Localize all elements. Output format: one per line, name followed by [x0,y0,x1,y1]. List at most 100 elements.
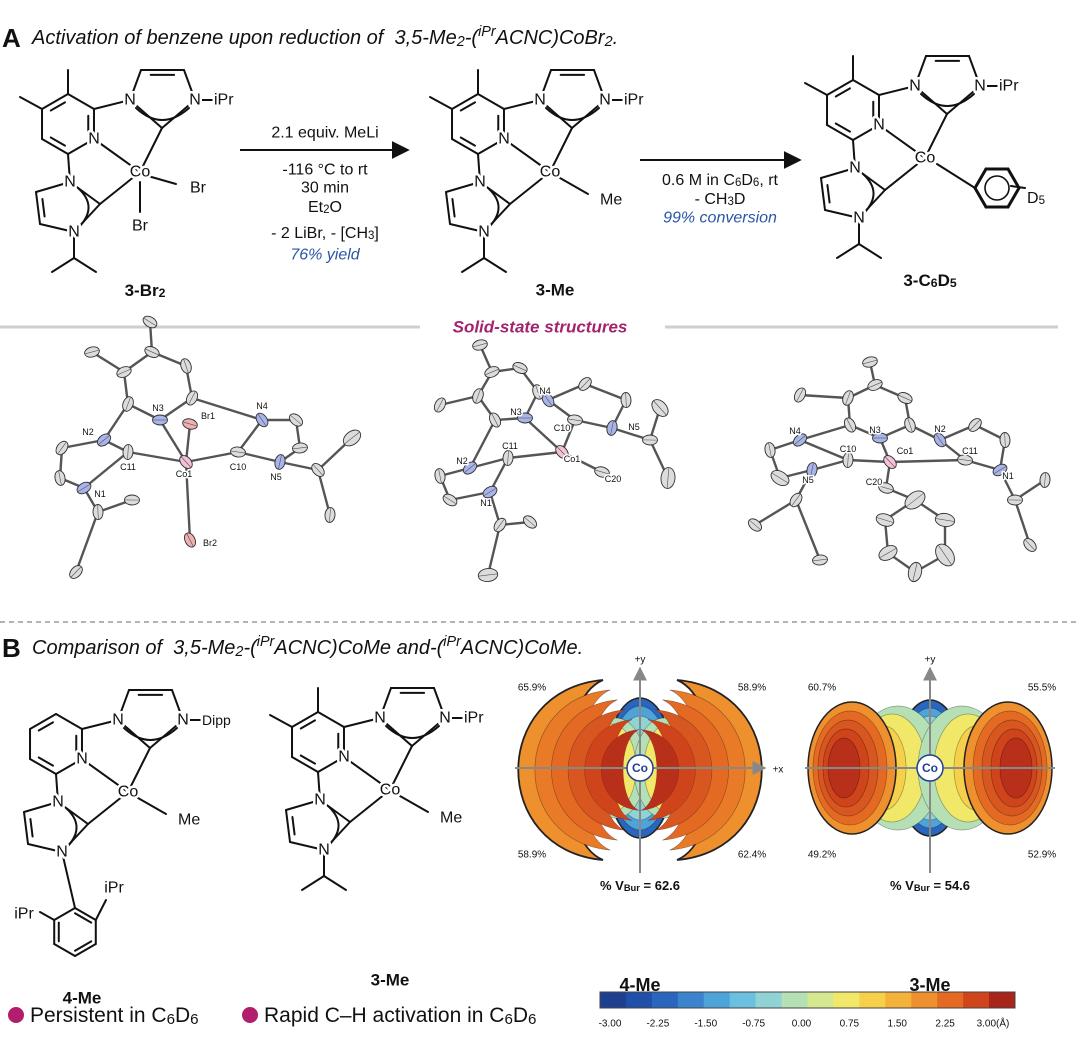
bond [61,851,76,909]
condition-text: Et2O [308,199,342,217]
atom-ellipsoid [862,356,878,368]
quadrant-label: 52.9% [1028,850,1056,861]
bond [39,911,56,921]
bond [799,438,849,462]
ellipsoid-axis [796,388,804,402]
atom-ellipsoid [992,463,1008,477]
bond [502,138,551,173]
atom-ellipsoid [578,377,592,391]
colorbar-segment [703,992,731,1008]
ellipsoid-axis [666,467,670,489]
bond [411,717,446,747]
bond [451,138,479,155]
bond [468,419,497,469]
ellipsoid-axis [535,384,541,400]
condition-text-part: - 2 LiBr, - [CH [271,225,368,242]
atom-ellipsoid [793,387,807,403]
bond [29,758,57,775]
bond [1010,185,1026,189]
bond [342,717,381,728]
panel-title-part: Comparison of 3,5-Me [32,637,235,659]
ellipsoid-axis [57,441,67,455]
bond [539,69,552,101]
bond [83,451,129,489]
metal-center [916,754,944,782]
buried-volume-part: Bur [914,883,930,893]
atom-ellipsoid [843,417,857,433]
compound-name-part: D [938,271,950,290]
structure-drawing [269,687,463,891]
ellipsoid-axis [472,342,488,348]
atom-ellipsoid [84,346,100,358]
bond [477,138,505,155]
ellipsoid-axis [610,420,614,436]
atom-ellipsoid [342,429,362,447]
bond [53,943,76,957]
ellipsoid-axis [292,446,308,450]
bond [94,899,107,921]
ellipsoid-axis [768,442,772,458]
panel-title-part: iPr [257,634,276,650]
ellipsoid-axis [97,435,111,445]
bond [129,69,142,101]
atom-ellipsoid [311,463,325,477]
bond [445,181,481,193]
bond [147,175,177,185]
ellipsoid-axis [771,472,789,484]
bond [477,93,505,110]
bond [936,163,976,189]
atom-label: N3 [152,403,164,413]
ellipsoid-axis [653,400,667,416]
colorbar-tick: 3.00(Å) [977,1017,1010,1030]
bond [127,450,187,464]
ellipsoid-axis [935,518,955,522]
ellipsoid-axis [579,378,591,390]
panel-title-part: iPr [443,634,462,650]
bond [27,843,63,853]
ellipsoid-axis [567,418,583,422]
ellipsoid-axis [183,358,189,374]
colorbar-tick: -3.00 [599,1019,622,1030]
ligand-label: Me [600,192,622,209]
atom-ellipsoid [55,440,69,456]
bond [877,124,926,159]
atom-ellipsoid [842,390,854,406]
atom-label: C20 [866,477,883,487]
bond [459,101,476,112]
contour [640,729,679,811]
condition-text-part: D [741,172,753,189]
ellipsoid-axis [846,418,854,432]
delocalization [135,107,190,121]
compound-name-part: 6 [931,276,938,290]
crystal-structure [433,339,676,583]
bond [319,799,351,823]
substituent-label: iPr [464,710,484,727]
panel-title-part: ACNC)CoBr [495,27,606,49]
bond [158,419,188,463]
delocalization [65,807,78,847]
bond [117,719,151,749]
bond [92,138,141,173]
metal-center [626,754,654,782]
ellipsoid-axis [463,463,477,473]
bond [559,177,589,195]
substituent-label: Dipp [202,712,231,728]
atom-label: N [76,751,88,768]
bond [41,93,69,110]
ellipsoid-axis [127,444,129,460]
ellipsoid-axis [879,547,897,559]
atom-label: Br2 [203,538,217,548]
bond [139,127,163,173]
atom-ellipsoid [182,418,198,430]
bond [191,396,263,422]
atom-label: C11 [120,462,136,472]
atom-label: N1 [1002,471,1014,481]
ellipsoid-axis [791,493,801,507]
atom-label: N2 [82,427,94,437]
bond [29,818,34,838]
condition-text-part: O [330,199,342,216]
bond [49,101,66,112]
bond [53,907,76,921]
substituent-label: iPr [14,906,34,923]
